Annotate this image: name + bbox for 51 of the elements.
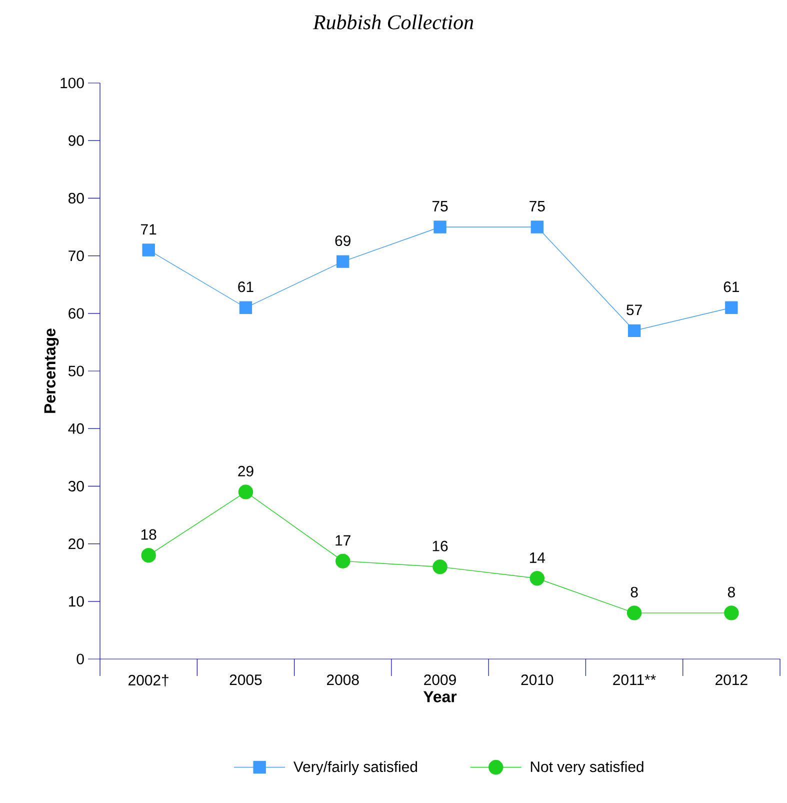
- data-label: 29: [238, 466, 254, 476]
- y-tick-label: 10: [69, 596, 84, 607]
- data-label: 18: [141, 529, 156, 540]
- point: [530, 220, 544, 234]
- point: [434, 220, 446, 234]
- point: [141, 548, 156, 563]
- data-label: 61: [238, 282, 254, 292]
- y-tick-label: 100: [60, 78, 84, 88]
- point: [432, 559, 448, 574]
- x-tick-label: 2008: [326, 674, 359, 686]
- point: [336, 255, 350, 268]
- data-label: 8: [728, 586, 735, 598]
- y-tick-label: 30: [68, 480, 84, 492]
- data-label: 57: [626, 304, 642, 316]
- x-tick-label: 2002†: [128, 674, 168, 686]
- y-tick-label: 90: [68, 135, 84, 146]
- y-tick-label: 60: [68, 308, 84, 319]
- point: [142, 244, 155, 256]
- y-tick-label: 70: [68, 250, 84, 262]
- point: [724, 606, 739, 620]
- data-label: 75: [530, 201, 545, 212]
- point: [238, 484, 254, 500]
- legend-label: Very/fairly satisfied: [293, 761, 418, 776]
- y-tick-label: 50: [68, 366, 84, 376]
- data-label: 8: [630, 586, 638, 598]
- point: [725, 301, 738, 314]
- data-label: 69: [335, 235, 350, 246]
- data-label: 17: [336, 535, 350, 546]
- legend-label: Not very satisfied: [530, 761, 644, 776]
- point: [628, 324, 641, 338]
- data-label: 71: [141, 224, 156, 235]
- y-tick-label: 0: [76, 654, 84, 664]
- point: [336, 554, 350, 568]
- data-label: 61: [724, 282, 740, 292]
- chart-title: Rubbish Collection: [312, 14, 474, 30]
- x-axis-title: Year: [423, 691, 457, 702]
- point: [239, 301, 252, 314]
- y-tick-label: 80: [68, 192, 84, 204]
- y-tick-label: 40: [68, 423, 84, 434]
- y-tick-label: 20: [68, 538, 84, 550]
- y-axis-title: Percentage: [44, 328, 59, 413]
- x-tick-label: 2011**: [613, 674, 656, 686]
- data-label: 14: [530, 552, 546, 563]
- x-tick-label: 2009: [424, 674, 456, 686]
- point: [530, 571, 544, 586]
- x-tick-label: 2012: [716, 674, 748, 686]
- data-label: 16: [432, 540, 448, 552]
- data-label: 75: [432, 201, 448, 212]
- x-tick-label: 2010: [521, 674, 554, 686]
- point: [626, 606, 642, 620]
- x-tick-label: 2005: [230, 674, 262, 686]
